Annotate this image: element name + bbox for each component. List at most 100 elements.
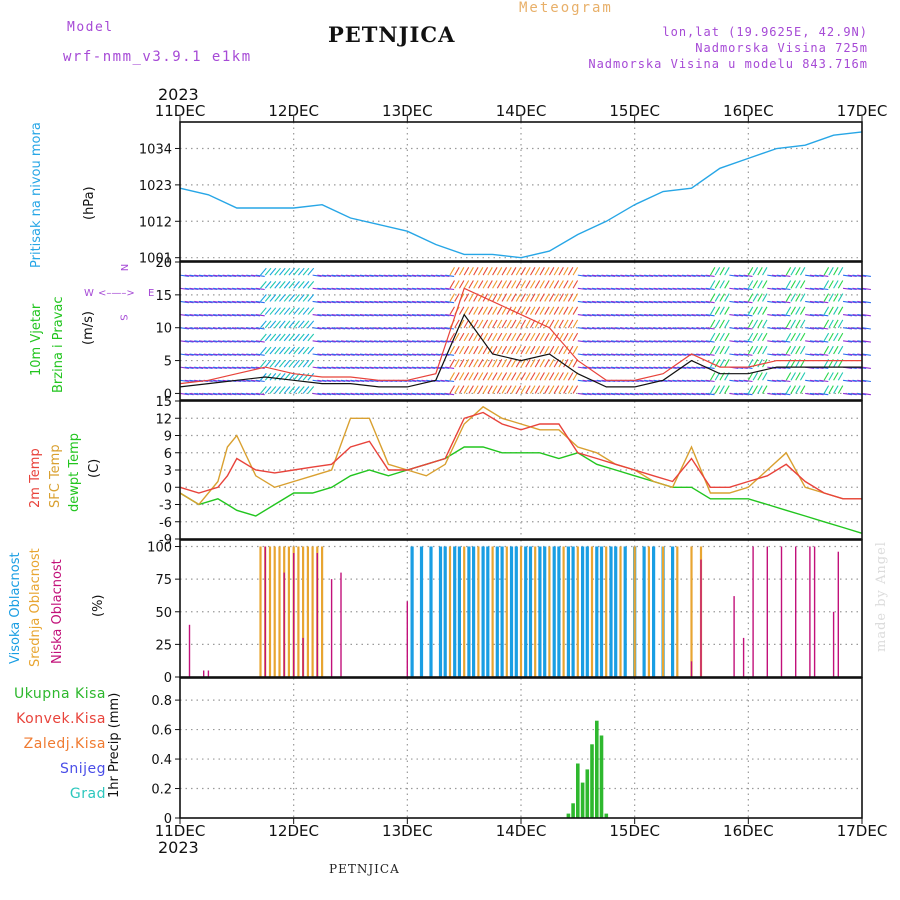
wind-arrow bbox=[397, 300, 407, 304]
wind-arrow bbox=[553, 280, 560, 289]
cloud-bar-low bbox=[406, 601, 408, 677]
wind-arrow bbox=[729, 392, 739, 396]
wind-arrow bbox=[757, 359, 763, 368]
wind-arrow bbox=[719, 306, 725, 315]
wind-arrow bbox=[634, 300, 644, 304]
wind-arrow bbox=[203, 327, 213, 330]
wind-arrow bbox=[738, 340, 748, 343]
wind-arrow bbox=[653, 340, 663, 343]
wind-arrow bbox=[269, 320, 277, 329]
wind-arrow bbox=[454, 359, 460, 368]
wind-arrow bbox=[819, 340, 829, 343]
wind-arrow bbox=[709, 280, 716, 289]
wind-arrow bbox=[331, 287, 341, 291]
wind-arrow bbox=[501, 280, 508, 289]
wind-arrow bbox=[644, 327, 654, 330]
wind-arrow bbox=[203, 287, 213, 291]
wind-arrow bbox=[217, 340, 227, 343]
y-tick-label: 0 bbox=[164, 812, 172, 827]
wind-arrow bbox=[378, 340, 388, 343]
wind-arrow bbox=[582, 340, 592, 343]
wind-arrow bbox=[625, 327, 635, 330]
wind-arrow bbox=[705, 327, 715, 330]
wind-arrow bbox=[790, 332, 796, 342]
wind-arrow bbox=[473, 372, 479, 381]
cloud-bar-mid bbox=[505, 546, 508, 677]
wind-arrow bbox=[781, 392, 791, 396]
wind-arrow bbox=[250, 287, 261, 291]
wind-arrow bbox=[388, 340, 398, 343]
wind-arrow bbox=[567, 319, 574, 328]
wind-arrow bbox=[625, 392, 635, 396]
wind-arrow bbox=[582, 300, 592, 304]
wind-arrow bbox=[407, 314, 417, 317]
wind-arrow bbox=[364, 287, 374, 291]
wind-arrow bbox=[805, 392, 815, 396]
wind-arrow bbox=[814, 379, 824, 383]
wind-arrow bbox=[582, 327, 592, 330]
wind-arrow bbox=[833, 345, 839, 355]
wind-arrow bbox=[747, 345, 754, 355]
wind-arrow bbox=[236, 300, 246, 304]
wind-arrow bbox=[487, 319, 493, 328]
wind-arrow bbox=[558, 293, 564, 302]
wind-arrow bbox=[189, 327, 199, 330]
wind-arrow bbox=[421, 287, 431, 291]
wind-arrow bbox=[364, 366, 374, 369]
wind-arrow bbox=[734, 392, 744, 396]
wind-arrow bbox=[317, 353, 327, 356]
wind-arrow bbox=[762, 267, 768, 276]
wind-arrow bbox=[388, 314, 398, 317]
wind-gust-line bbox=[179, 287, 862, 385]
wind-arrow bbox=[601, 379, 611, 383]
wind-arrow bbox=[241, 274, 251, 277]
cloud-bar-low bbox=[795, 546, 797, 677]
cloud-bar-mid bbox=[519, 546, 523, 677]
wind-arrow bbox=[449, 372, 455, 381]
wind-arrow bbox=[567, 293, 574, 302]
wind-arrow bbox=[440, 287, 450, 291]
wind-arrow bbox=[511, 280, 517, 289]
wind-arrow bbox=[260, 267, 267, 276]
cloud-bar-low bbox=[700, 559, 702, 677]
wind-arrow bbox=[567, 359, 574, 368]
wind-arrow bbox=[785, 280, 792, 289]
wind-arrow bbox=[634, 314, 644, 317]
y-tick-label: 5 bbox=[164, 355, 172, 370]
wind-arrow bbox=[596, 300, 606, 304]
wind-arrow bbox=[553, 345, 560, 355]
wind-arrow bbox=[700, 353, 710, 356]
wind-arrow bbox=[279, 359, 286, 368]
x-tick-label-bottom: 16DEC bbox=[723, 822, 774, 840]
wind-arrow bbox=[776, 340, 786, 343]
wind-arrow bbox=[340, 327, 350, 330]
wind-arrow bbox=[288, 333, 296, 342]
wind-arrow bbox=[525, 385, 531, 394]
wind-arrow bbox=[445, 300, 455, 304]
wind-arrow bbox=[179, 379, 189, 383]
wind-arrow bbox=[790, 306, 796, 315]
wind-arrow bbox=[198, 353, 208, 356]
wind-arrow bbox=[393, 327, 403, 330]
wind-arrow bbox=[184, 340, 194, 343]
wind-arrow bbox=[757, 280, 763, 289]
wind-arrow bbox=[208, 340, 218, 343]
wind-arrow bbox=[861, 366, 871, 369]
wind-arrow bbox=[322, 314, 332, 317]
wind-arrow bbox=[179, 353, 189, 356]
wind-arrow bbox=[312, 327, 322, 330]
wind-arrow bbox=[260, 359, 267, 368]
wind-arrow bbox=[629, 287, 639, 291]
wind-arrow bbox=[232, 366, 242, 369]
wind-arrow bbox=[426, 327, 436, 330]
wind-arrow bbox=[819, 287, 829, 291]
wind-arrow bbox=[747, 280, 754, 289]
wind-arrow bbox=[198, 366, 208, 369]
cloud-bar-high bbox=[419, 546, 424, 677]
wind-arrow bbox=[828, 293, 834, 302]
wind-arrow bbox=[714, 345, 721, 355]
wind-arrow bbox=[795, 345, 801, 355]
cloud-bar-high bbox=[552, 546, 556, 677]
wind-arrow bbox=[279, 333, 286, 342]
wind-arrow bbox=[790, 293, 796, 302]
